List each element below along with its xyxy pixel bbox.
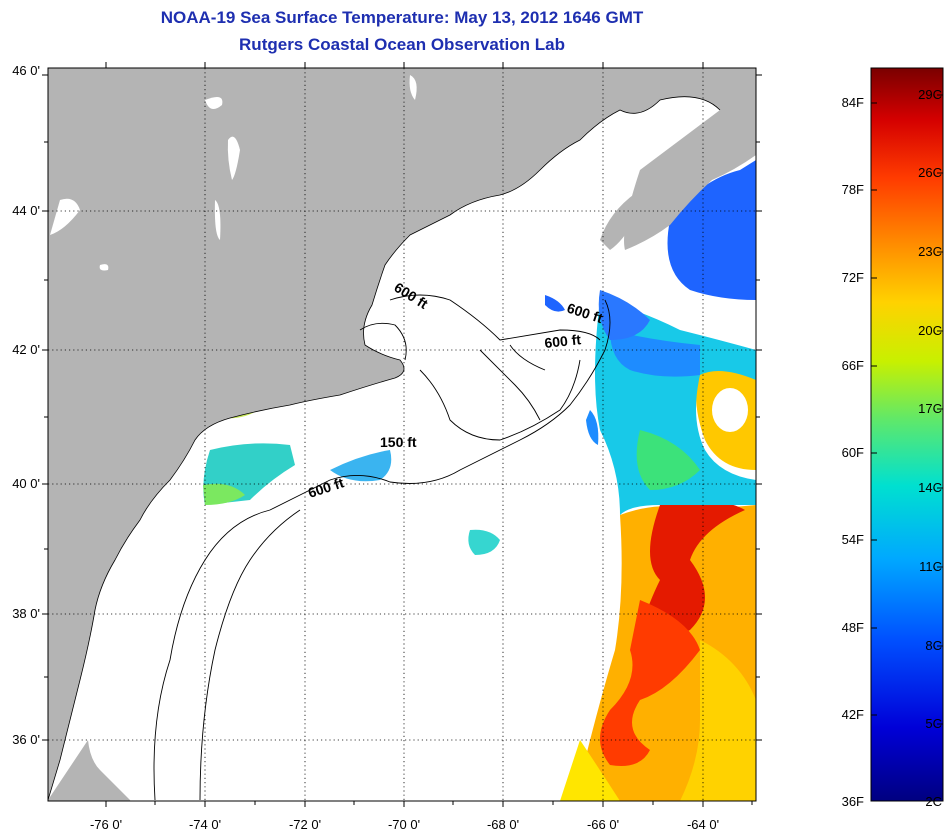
colorbar-f-label: 72F (842, 270, 864, 285)
nova-scotia-land (624, 100, 756, 250)
colorbar-c-label: 5C (925, 716, 942, 731)
colorbar-c-label: 20C (918, 323, 942, 338)
colorbar-c-label: 17C (918, 401, 942, 416)
isobath-label: 600 ft (544, 331, 582, 351)
colorbar-ticks (871, 94, 943, 725)
map-title: NOAA-19 Sea Surface Temperature: May 13,… (160, 8, 644, 27)
axis-ticks (42, 62, 762, 807)
lat-label: 38 0' (12, 606, 40, 621)
lon-label: -72 0' (289, 817, 321, 832)
colorbar-f-label: 60F (842, 445, 864, 460)
lat-label: 36 0' (12, 732, 40, 747)
colorbar-c-label: 8C (925, 638, 942, 653)
isobath-contours (153, 294, 611, 801)
colorbar-c-label: 2C (925, 794, 942, 809)
land-mass (48, 68, 756, 801)
inland-lakes (50, 75, 417, 271)
lon-label: -76 0' (90, 817, 122, 832)
colorbar-c-label: 26C (918, 165, 942, 180)
graticule-lines (48, 68, 756, 801)
colorbar-f-label: 48F (842, 620, 864, 635)
lon-label: -68 0' (487, 817, 519, 832)
isobath-label: 150 ft (380, 434, 417, 450)
temperature-colorbar (870, 67, 944, 802)
colorbar-f-label: 54F (842, 532, 864, 547)
colorbar-f-label: 36F (842, 794, 864, 809)
colorbar-c-label: 23C (918, 244, 942, 259)
sst-cool-water (545, 160, 756, 515)
lat-label: 46 0' (12, 63, 40, 78)
sst-warm-water (560, 366, 756, 801)
lon-label: -64 0' (687, 817, 719, 832)
lon-label: -66 0' (587, 817, 619, 832)
colorbar-f-label: 66F (842, 358, 864, 373)
lat-label: 42 0' (12, 342, 40, 357)
colorbar-c-label: 11C (919, 559, 942, 574)
colorbar-f-label: 78F (842, 182, 864, 197)
lon-label: -70 0' (388, 817, 420, 832)
lat-label: 40 0' (12, 476, 40, 491)
coastline (48, 96, 721, 801)
lon-label: -74 0' (189, 817, 221, 832)
map-frame (47, 67, 757, 802)
sst-shelf-patches (203, 407, 500, 555)
colorbar-c-label: 29C (918, 87, 942, 102)
colorbar-f-label: 42F (842, 707, 864, 722)
colorbar-c-label: 14C (918, 480, 942, 495)
lat-label: 44 0' (12, 203, 40, 218)
map-subtitle: Rutgers Coastal Ocean Observation Lab (239, 35, 565, 54)
colorbar-f-label: 84F (842, 95, 864, 110)
